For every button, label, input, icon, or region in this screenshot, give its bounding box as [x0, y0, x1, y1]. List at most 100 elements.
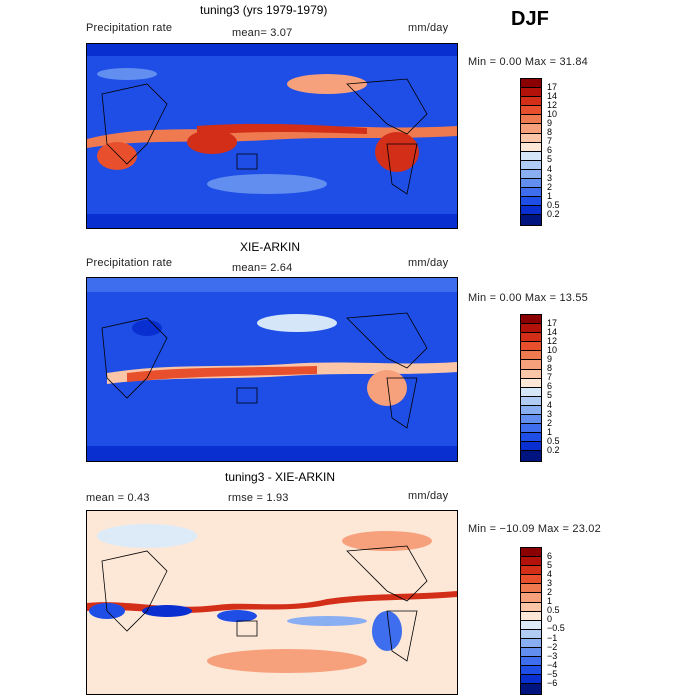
- panel1-mean-label: mean= 3.07: [232, 27, 293, 39]
- panel2-map-svg: [87, 278, 457, 461]
- colorbar-segment: [521, 342, 541, 352]
- colorbar-segment: [521, 442, 541, 452]
- panel1-colorbar: [520, 78, 542, 226]
- panel1-title: tuning3 (yrs 1979-1979): [200, 3, 328, 17]
- colorbar-segment: [521, 593, 541, 603]
- colorbar-segment: [521, 424, 541, 434]
- colorbar-tick-label: 10: [547, 108, 558, 119]
- colorbar-tick-label: 8: [547, 363, 553, 374]
- panel1-variable-label: Precipitation rate: [86, 22, 173, 34]
- colorbar-tick-label: −4: [547, 659, 558, 670]
- panel1-map: [86, 43, 458, 229]
- panel2-title: XIE-ARKIN: [240, 240, 301, 254]
- colorbar-tick-label: 7: [547, 136, 553, 147]
- panel3-rmse-label: rmse = 1.93: [228, 492, 289, 504]
- panel2-mean-label: mean= 2.64: [232, 262, 293, 274]
- colorbar-tick-label: −0.5: [547, 623, 565, 634]
- colorbar-tick-label: 14: [547, 90, 558, 101]
- colorbar-segment: [521, 684, 541, 694]
- panel2-units-label: mm/day: [408, 257, 449, 269]
- colorbar-tick-label: 0.2: [547, 445, 560, 455]
- colorbar-segment: [521, 433, 541, 443]
- colorbar-tick-label: 5: [547, 154, 553, 165]
- colorbar-segment: [521, 206, 541, 216]
- colorbar-segment: [521, 369, 541, 379]
- colorbar-tick-label: 4: [547, 399, 553, 410]
- colorbar-tick-label: 1: [547, 190, 553, 201]
- colorbar-segment: [521, 142, 541, 152]
- colorbar-tick-label: 14: [547, 326, 558, 337]
- colorbar-tick-label: 0: [547, 614, 553, 625]
- colorbar-tick-label: 0.5: [547, 199, 560, 210]
- panel1-map-svg: [87, 44, 457, 228]
- panel1-minmax-label: Min = 0.00 Max = 31.84: [468, 56, 588, 68]
- season-label: DJF: [511, 8, 549, 30]
- colorbar-tick-label: 2: [547, 587, 553, 597]
- colorbar-tick-label: 5: [547, 559, 553, 570]
- colorbar-tick-label: 6: [547, 145, 553, 156]
- colorbar-segment: [521, 575, 541, 585]
- colorbar-segment: [521, 360, 541, 370]
- colorbar-segment: [521, 97, 541, 107]
- colorbar-tick-label: 8: [547, 127, 553, 138]
- colorbar-segment: [521, 79, 541, 89]
- colorbar-segment: [521, 197, 541, 207]
- panel3-units-label: mm/day: [408, 490, 449, 502]
- colorbar-segment: [521, 133, 541, 143]
- colorbar-segment: [521, 451, 541, 461]
- colorbar-tick-label: 10: [547, 344, 558, 355]
- colorbar-segment: [521, 378, 541, 388]
- colorbar-tick-label: 4: [547, 568, 553, 579]
- colorbar-segment: [521, 566, 541, 576]
- colorbar-tick-label: 9: [547, 354, 553, 364]
- colorbar-tick-label: 1: [547, 426, 553, 437]
- colorbar-segment: [521, 620, 541, 630]
- colorbar-segment: [521, 315, 541, 325]
- colorbar-tick-label: 4: [547, 163, 553, 174]
- colorbar-segment: [521, 611, 541, 621]
- colorbar-segment: [521, 115, 541, 125]
- colorbar-tick-label: −1: [547, 632, 558, 643]
- colorbar-segment: [521, 415, 541, 425]
- panel2-map: [86, 277, 458, 462]
- colorbar-segment: [521, 629, 541, 639]
- colorbar-tick-label: 7: [547, 372, 553, 383]
- colorbar-segment: [521, 584, 541, 594]
- panel3-map-svg: [87, 511, 457, 694]
- colorbar-segment: [521, 387, 541, 397]
- panel1-units-label: mm/day: [408, 22, 449, 34]
- colorbar-tick-label: 3: [547, 172, 553, 183]
- colorbar-segment: [521, 638, 541, 649]
- colorbar-segment: [521, 351, 541, 361]
- colorbar-segment: [521, 333, 541, 343]
- colorbar-tick-label: 17: [547, 317, 558, 328]
- colorbar-segment: [521, 88, 541, 98]
- colorbar-tick-label: 12: [547, 335, 558, 346]
- colorbar-tick-label: −3: [547, 650, 558, 661]
- colorbar-segment: [521, 657, 541, 667]
- colorbar-tick-label: 6: [547, 381, 553, 392]
- colorbar-segment: [521, 648, 541, 658]
- colorbar-segment: [521, 405, 541, 416]
- colorbar-segment: [521, 666, 541, 676]
- colorbar-tick-label: 9: [547, 118, 553, 128]
- panel3-mean-label: mean = 0.43: [86, 492, 150, 504]
- panel3-minmax-label: Min = −10.09 Max = 23.02: [468, 523, 601, 535]
- colorbar-tick-label: 0.5: [547, 435, 560, 446]
- colorbar-segment: [521, 675, 541, 685]
- colorbar-tick-label: 0.5: [547, 605, 560, 616]
- panel2-colorbar: [520, 314, 542, 462]
- colorbar-segment: [521, 124, 541, 134]
- colorbar-tick-label: 3: [547, 408, 553, 419]
- panel2-minmax-label: Min = 0.00 Max = 13.55: [468, 292, 588, 304]
- colorbar-tick-label: 12: [547, 99, 558, 110]
- colorbar-segment: [521, 557, 541, 567]
- colorbar-tick-label: −5: [547, 668, 558, 679]
- colorbar-tick-label: 1: [547, 596, 553, 607]
- colorbar-tick-label: 0.2: [547, 209, 560, 219]
- colorbar-tick-label: 2: [547, 181, 553, 192]
- panel3-title: tuning3 - XIE-ARKIN: [225, 470, 336, 484]
- colorbar-tick-label: 5: [547, 390, 553, 401]
- colorbar-segment: [521, 169, 541, 180]
- colorbar-segment: [521, 215, 541, 225]
